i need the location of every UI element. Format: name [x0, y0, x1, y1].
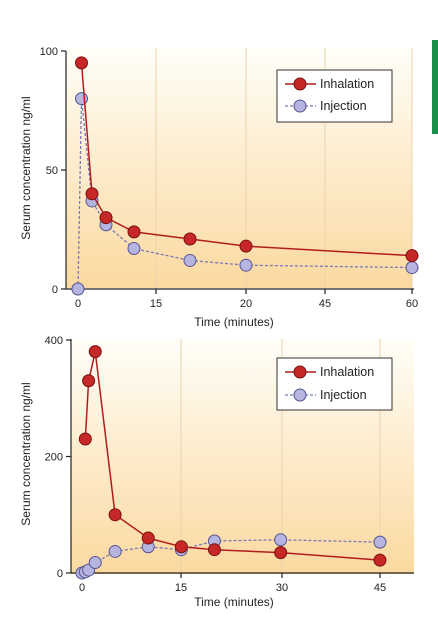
data-point-injection	[108, 544, 122, 558]
data-point-injection	[405, 261, 419, 275]
chart-bottom: 0 200 400 0 15 30 45 Time (minutes) Serum con…	[19, 335, 414, 609]
legend-marker-injection	[293, 388, 307, 402]
data-point-inhalation	[88, 345, 102, 359]
data-point-inhalation	[127, 225, 141, 239]
legend: Inhalation Injection	[276, 357, 393, 411]
y-tick-label: 200	[45, 452, 63, 464]
x-tick-label: 30	[276, 582, 288, 594]
legend-marker-inhalation	[293, 77, 307, 91]
y-tick-label: 0	[52, 284, 58, 296]
legend-box	[276, 357, 393, 411]
x-tick-label: 45	[374, 582, 386, 594]
data-point-injection	[183, 253, 197, 267]
data-point-inhalation	[99, 211, 113, 225]
x-tick-label: 60	[406, 298, 418, 310]
legend: Inhalation Injection	[276, 69, 393, 123]
data-point-injection	[127, 242, 141, 256]
legend-marker-inhalation	[293, 365, 307, 379]
x-axis-label: Time (minutes)	[194, 595, 274, 609]
y-tick-label: 0	[57, 568, 63, 580]
legend-label-inhalation: Inhalation	[320, 365, 374, 379]
data-point-inhalation	[274, 546, 288, 560]
data-point-injection	[71, 282, 85, 296]
data-point-injection	[75, 92, 88, 106]
chart-top: 0 50 100 0 15 20 45 60 Time (minutes) Serum co…	[19, 46, 419, 329]
series-line-injection	[77, 98, 413, 290]
data-point-inhalation	[108, 508, 122, 522]
legend-label-injection: Injection	[320, 388, 367, 402]
data-point-injection	[274, 533, 288, 547]
x-tick-label: 0	[79, 582, 85, 594]
data-point-inhalation	[78, 432, 92, 446]
x-tick-label: 0	[75, 298, 81, 310]
y-axis-label: Serum concentration ng/ml	[19, 96, 33, 239]
x-tick-label: 15	[175, 582, 187, 594]
x-tick-label: 20	[240, 298, 252, 310]
data-point-injection	[373, 535, 387, 549]
y-axis-label: Serum concentration ng/ml	[19, 382, 33, 525]
data-point-inhalation	[82, 374, 96, 388]
data-point-inhalation	[207, 543, 221, 557]
data-point-inhalation	[405, 249, 419, 263]
data-point-inhalation	[141, 531, 155, 545]
data-point-inhalation	[183, 232, 197, 246]
data-point-inhalation	[75, 56, 88, 70]
side-tab	[432, 40, 438, 134]
legend-marker-injection	[293, 99, 307, 113]
y-tick-label: 100	[40, 46, 58, 58]
data-point-injection	[88, 556, 102, 570]
data-point-injection	[239, 258, 253, 272]
legend-label-injection: Injection	[320, 99, 367, 113]
y-tick-label: 400	[45, 335, 63, 347]
data-point-inhalation	[174, 540, 188, 554]
data-point-inhalation	[85, 187, 99, 201]
data-point-inhalation	[239, 239, 253, 253]
x-tick-label: 45	[319, 298, 331, 310]
y-tick-label: 50	[46, 165, 58, 177]
legend-label-inhalation: Inhalation	[320, 77, 374, 91]
x-axis-label: Time (minutes)	[194, 315, 274, 329]
data-point-inhalation	[373, 553, 387, 567]
x-tick-label: 15	[150, 298, 162, 310]
legend-box	[276, 69, 393, 123]
